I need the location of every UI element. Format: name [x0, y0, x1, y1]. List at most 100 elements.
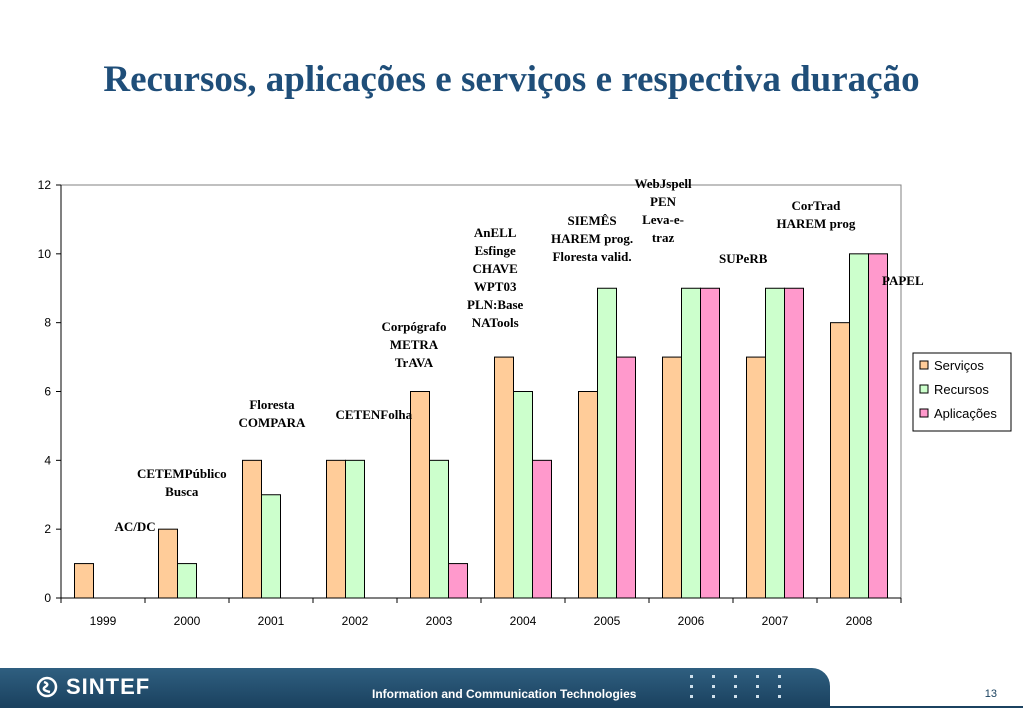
dot	[734, 695, 737, 698]
dot	[778, 675, 781, 678]
x-tick-label: 2005	[594, 614, 621, 628]
annotation-1999: AC/DC	[115, 518, 156, 536]
x-tick-label: 2001	[258, 614, 285, 628]
bar-Serviços-2000	[158, 528, 178, 599]
annotation-line: NATools	[471, 315, 519, 330]
x-tick-label: 2002	[342, 614, 369, 628]
annotation-line: HAREM prog.	[551, 231, 634, 246]
bar-Aplicações-2004	[532, 459, 552, 599]
legend-label: Recursos	[934, 382, 989, 397]
annotation-line: PEN	[650, 194, 677, 209]
x-tick-label: 2007	[762, 614, 789, 628]
bar-Aplicações-2008	[868, 253, 888, 599]
bar-Recursos-2006	[681, 287, 701, 599]
dot	[756, 685, 759, 688]
sintef-logo: SINTEF	[66, 674, 151, 699]
y-axis: 0 2 4 6 8 10 12	[38, 178, 62, 605]
legend-box	[912, 352, 1012, 432]
dot	[712, 695, 715, 698]
annotation-line: HAREM prog	[776, 216, 856, 231]
y-tick-label: 4	[44, 453, 51, 467]
legend: Serviços Recursos Aplicações	[912, 352, 1012, 432]
y-tick-label: 10	[38, 247, 52, 261]
dot	[712, 685, 715, 688]
bar-Serviços-1999	[74, 563, 94, 599]
legend-label: Serviços	[934, 358, 984, 373]
annotation-line: CHAVE	[472, 261, 518, 276]
slide-title: Recursos, aplicações e serviços e respec…	[103, 59, 920, 100]
annotation-2001: Floresta COMPARA	[239, 396, 306, 432]
y-tick-label: 12	[38, 178, 52, 192]
annotation-2004: AnELL Esfinge CHAVE WPT03 PLN:Base NATools	[467, 224, 523, 332]
annotation-line: METRA	[389, 337, 439, 352]
dot	[712, 675, 715, 678]
footer: SINTEF Information and Communication Tec…	[0, 668, 1023, 708]
bar-Aplicações-2003	[448, 563, 468, 599]
annotation-2005: SIEMÊS HAREM prog. Floresta valid.	[551, 212, 633, 266]
bar-Recursos-2001	[261, 494, 281, 599]
legend-swatch	[919, 408, 929, 418]
footer-line	[0, 706, 1023, 708]
annotation-2007: CorTrad HAREM prog	[777, 197, 856, 233]
x-axis: 1999 2000 2001 2002 2003 2004 2005 2006 2007 2008	[60, 597, 902, 628]
x-tick-label: 2008	[846, 614, 873, 628]
dot	[690, 675, 693, 678]
annotation-line: SIEMÊS	[567, 213, 617, 228]
annotation-line: traz	[651, 230, 675, 245]
page-number: 13	[984, 688, 997, 700]
x-tick-label: 2006	[678, 614, 705, 628]
decorative-dots	[690, 675, 781, 698]
annotation-line: Floresta valid.	[552, 249, 632, 264]
annotation-line: Corpógrafo	[381, 319, 447, 334]
bar-Serviços-2001	[242, 459, 262, 599]
bar-Recursos-2004	[513, 391, 533, 599]
sintef-logo-icon	[36, 676, 58, 698]
dot	[734, 675, 737, 678]
bar-Serviços-2003	[410, 391, 430, 599]
y-tick-label: 8	[44, 316, 51, 330]
annotation-2000: CETEMPúblico Busca	[137, 465, 227, 501]
x-tick-label: 2004	[510, 614, 537, 628]
annotation-line: TrAVA	[394, 355, 434, 370]
annotation-line: CETEMPúblico	[137, 466, 227, 481]
legend-label: Aplicações	[934, 406, 997, 421]
legend-swatch	[919, 360, 929, 370]
dot	[756, 695, 759, 698]
x-tick-label: 2003	[426, 614, 453, 628]
bar-Aplicações-2006	[700, 287, 720, 599]
bar-Aplicações-2007	[784, 287, 804, 599]
dot	[690, 685, 693, 688]
x-tick-label: 1999	[90, 614, 117, 628]
annotation-2006: SUPeRB	[719, 250, 767, 268]
y-tick-label: 6	[44, 385, 51, 399]
bar-Serviços-2007	[746, 356, 766, 599]
bar-Recursos-2000	[177, 563, 197, 599]
bar-Recursos-2008	[849, 253, 869, 599]
annotation-line: Busca	[165, 484, 199, 499]
dot	[778, 695, 781, 698]
legend-swatch	[919, 384, 929, 394]
annotation-2005-2006: WebJspell PEN Leva-e-traz	[635, 175, 692, 247]
bar-Recursos-2003	[429, 459, 449, 599]
annotation-line: PLN:Base	[467, 297, 524, 312]
bar-Aplicações-2005	[616, 356, 636, 599]
annotation-line: CETENFolha	[335, 407, 413, 422]
bar-Recursos-2007	[765, 287, 785, 599]
annotation-line: Esfinge	[474, 243, 516, 258]
annotation-line: Floresta	[249, 397, 295, 412]
x-tick-label: 2000	[174, 614, 201, 628]
dot	[756, 675, 759, 678]
y-tick-label: 0	[44, 591, 51, 605]
annotation-line: WebJspell	[634, 176, 692, 191]
annotation-line: SUPeRB	[719, 251, 768, 266]
annotation-line: COMPARA	[238, 415, 306, 430]
annotation-line: AnELL	[473, 225, 517, 240]
annotation-line: AC/DC	[114, 519, 156, 534]
bars	[74, 253, 888, 599]
footer-text: Information and Communication Technologi…	[372, 687, 637, 701]
annotation-line: Leva-e-	[642, 212, 684, 227]
annotation-2003: Corpógrafo METRA TrAVA	[382, 318, 447, 372]
annotation-line: CorTrad	[791, 198, 841, 213]
bar-Serviços-2005	[578, 391, 598, 599]
bar-Serviços-2004	[494, 356, 514, 599]
